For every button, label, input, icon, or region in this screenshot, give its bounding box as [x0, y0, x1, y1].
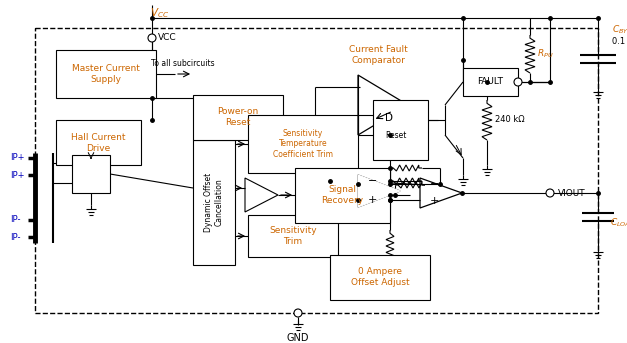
FancyBboxPatch shape: [248, 215, 338, 257]
FancyBboxPatch shape: [72, 155, 110, 193]
Text: Sensitivity
Trim: Sensitivity Trim: [269, 226, 317, 246]
Text: Sensitivity
Temperature
Coefficient Trim: Sensitivity Temperature Coefficient Trim: [273, 129, 333, 159]
Text: −: −: [368, 176, 377, 186]
Text: $R_{PU}$: $R_{PU}$: [537, 48, 554, 60]
FancyBboxPatch shape: [193, 95, 283, 140]
Text: VCC: VCC: [158, 34, 177, 43]
Text: Reset: Reset: [385, 130, 406, 140]
Text: $V_{CC}$: $V_{CC}$: [150, 6, 169, 20]
Text: Current Fault
Comparator: Current Fault Comparator: [349, 45, 408, 65]
Text: IP+: IP+: [10, 154, 24, 163]
Text: Master Current
Supply: Master Current Supply: [72, 64, 140, 84]
Text: IP+: IP+: [10, 170, 24, 179]
Text: 0 Ampere
Offset Adjust: 0 Ampere Offset Adjust: [350, 267, 409, 287]
Text: GND: GND: [287, 333, 309, 343]
Text: +: +: [430, 196, 440, 206]
Text: 0.1 μF: 0.1 μF: [612, 37, 627, 47]
Text: Signal
Recovery: Signal Recovery: [321, 185, 363, 205]
FancyBboxPatch shape: [295, 168, 390, 223]
FancyBboxPatch shape: [35, 28, 598, 313]
FancyBboxPatch shape: [193, 140, 235, 265]
Text: IP-: IP-: [10, 233, 21, 241]
Circle shape: [294, 309, 302, 317]
Text: To all subcircuits: To all subcircuits: [151, 59, 215, 68]
Circle shape: [514, 78, 522, 86]
Text: VIOUT: VIOUT: [558, 189, 586, 198]
Circle shape: [546, 189, 554, 197]
Text: IP-: IP-: [10, 215, 21, 225]
Polygon shape: [358, 175, 400, 207]
Text: $C_{LOAD}$: $C_{LOAD}$: [610, 217, 627, 229]
Text: Hall Current
Drive: Hall Current Drive: [71, 133, 125, 153]
Text: $C_{BYP}$: $C_{BYP}$: [612, 24, 627, 36]
Circle shape: [148, 34, 156, 42]
Text: Power-on
Reset: Power-on Reset: [218, 107, 258, 127]
FancyBboxPatch shape: [248, 115, 358, 173]
Text: FAULT: FAULT: [477, 78, 503, 86]
FancyBboxPatch shape: [56, 50, 156, 98]
FancyBboxPatch shape: [463, 68, 518, 96]
Text: 240 kΩ: 240 kΩ: [495, 116, 525, 125]
Text: Dynamic Offset
Cancellation: Dynamic Offset Cancellation: [204, 173, 224, 232]
Text: −: −: [430, 179, 440, 189]
Text: D: D: [385, 113, 393, 123]
FancyBboxPatch shape: [373, 100, 428, 160]
Text: +: +: [368, 195, 377, 205]
FancyBboxPatch shape: [330, 255, 430, 300]
FancyBboxPatch shape: [56, 120, 141, 165]
